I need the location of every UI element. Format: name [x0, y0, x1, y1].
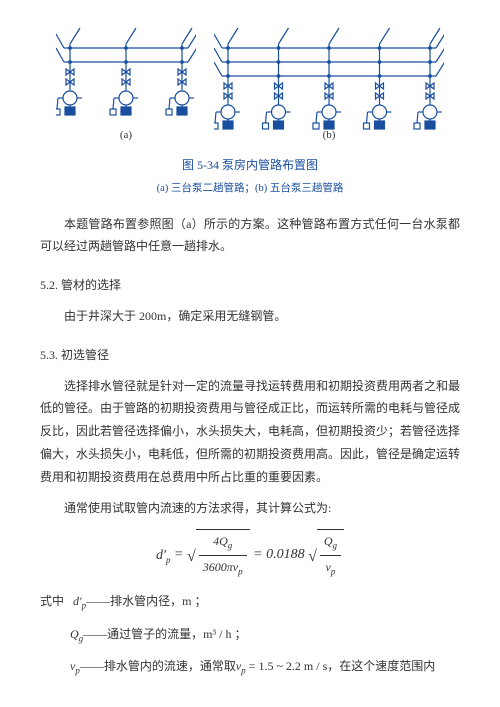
pump-layout-b-svg — [214, 20, 444, 140]
diagram-b: (b) — [214, 20, 444, 148]
formula-dp: d′p = 4Qg3600πvp = 0.0188 Qgvp — [40, 529, 460, 580]
section-5-3-p1: 选择排水管径就是针对一定的流量寻找运转费用和初期投资费用两者之和最低的管径。由于… — [40, 375, 460, 489]
para-layout-desc: 本题管路布置参照图（a）所示的方案。这种管路布置方式任何一台水泵都可以经过两趟管… — [40, 213, 460, 259]
where-dp-text: ——排水管内径，m ； — [86, 594, 206, 608]
diagram-a-label: (a) — [120, 125, 132, 146]
where-vp: vp——排水管内的流速，通常取vp = 1.5 ~ 2.2 m / s，在这个速… — [70, 655, 460, 679]
section-5-3-title: 5.3. 初选管径 — [40, 344, 460, 367]
diagram-a: (a) — [56, 20, 196, 148]
where-intro-label: 式中 — [40, 594, 64, 608]
where-qg: Qg——通过管子的流量，m³ / h ； — [70, 623, 460, 647]
formula-coef: 0.0188 — [266, 548, 305, 563]
where-intro: 式中 d′p——排水管内径，m ； — [40, 590, 460, 614]
diagram-b-label: (b) — [323, 125, 336, 146]
section-5-2-title: 5.2. 管材的选择 — [40, 274, 460, 297]
figure-subcaption: (a) 三台泵二趟管路；(b) 五台泵三趟管路 — [40, 179, 460, 199]
where-vp-tail: ，在这个速度范围内 — [327, 659, 435, 673]
pump-layout-a-svg — [56, 20, 196, 140]
figure-caption: 图 5-34 泵房内管路布置图 — [40, 154, 460, 177]
section-5-3-p2: 通常使用试取管内流速的方法求得，其计算公式为: — [40, 497, 460, 520]
diagram-area: (a) (b) — [40, 20, 460, 148]
where-qg-text: ——通过管子的流量，m³ / h ； — [83, 627, 246, 641]
where-vp-text: ——排水管内的流速，通常取 — [80, 659, 236, 673]
section-5-2-body: 由于井深大于 200m，确定采用无缝钢管。 — [40, 305, 460, 328]
